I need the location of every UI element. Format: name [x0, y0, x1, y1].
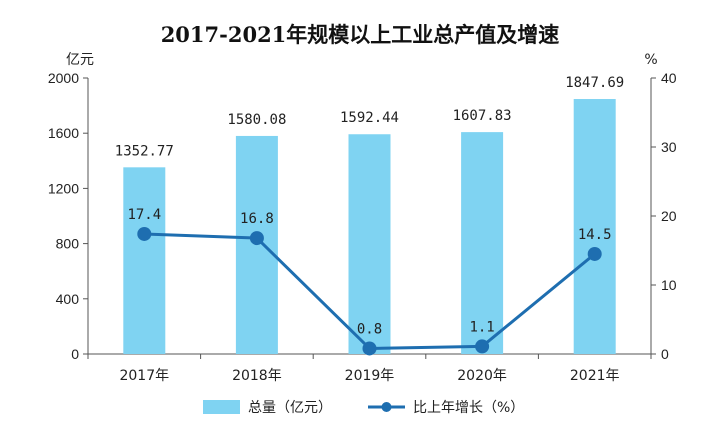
right-tick-label: 20: [661, 208, 677, 224]
bar-value-label: 1580.08: [227, 112, 286, 128]
legend: 总量（亿元） 比上年增长（%）: [203, 400, 524, 416]
x-tick-label: 2021年: [570, 368, 620, 384]
right-axis-unit: %: [644, 52, 657, 68]
bar-value-label: 1847.69: [565, 75, 624, 91]
left-tick-label: 800: [56, 236, 80, 252]
growth-point: [475, 339, 490, 354]
bar-value-label: 1607.83: [453, 108, 512, 124]
growth-point: [587, 246, 602, 261]
bar: [123, 167, 166, 354]
x-tick-label: 2019年: [345, 368, 395, 384]
x-tick-label: 2020年: [457, 368, 507, 384]
axes: 0 400 800 1200 1600 2000 0 10 20 30 40 2017年 2018年 20…: [48, 70, 677, 384]
left-tick-label: 1600: [48, 125, 79, 141]
line-series: [137, 226, 602, 356]
left-tick-label: 0: [71, 346, 79, 362]
legend-bar-label: 总量（亿元）: [248, 400, 332, 416]
bar-value-label: 1352.77: [115, 143, 174, 159]
x-tick-label: 2018年: [232, 368, 282, 384]
legend-line-label: 比上年增长（%）: [413, 400, 524, 416]
growth-point: [362, 341, 377, 356]
x-tick-label: 2017年: [119, 368, 169, 384]
growth-value-label: 14.5: [578, 227, 612, 243]
bar: [348, 134, 391, 354]
growth-value-label: 1.1: [469, 319, 494, 335]
growth-point: [137, 226, 152, 241]
legend-bar-swatch: [203, 400, 240, 414]
growth-value-label: 17.4: [127, 207, 161, 223]
bar-value-label: 1592.44: [340, 110, 399, 126]
bar-series: [123, 99, 616, 354]
right-tick-label: 40: [661, 70, 677, 86]
right-tick-label: 30: [661, 139, 677, 155]
bar: [461, 132, 504, 354]
chart-title: 2017-2021年规模以上工业总产值及增速: [161, 22, 560, 47]
growth-value-label: 0.8: [357, 321, 382, 337]
growth-value-label: 16.8: [240, 211, 274, 227]
left-tick-label: 1200: [48, 180, 79, 196]
left-tick-label: 2000: [48, 70, 79, 86]
growth-point: [249, 231, 264, 246]
data-labels: 1352.77 1580.08 1592.44 1607.83 1847.69 17.4 1…: [115, 75, 624, 337]
left-tick-label: 400: [56, 291, 80, 307]
legend-line-marker: [381, 402, 392, 412]
right-tick-label: 10: [661, 277, 677, 293]
left-axis-unit: 亿元: [66, 52, 94, 68]
right-tick-label: 0: [661, 346, 669, 362]
bar: [573, 99, 616, 354]
